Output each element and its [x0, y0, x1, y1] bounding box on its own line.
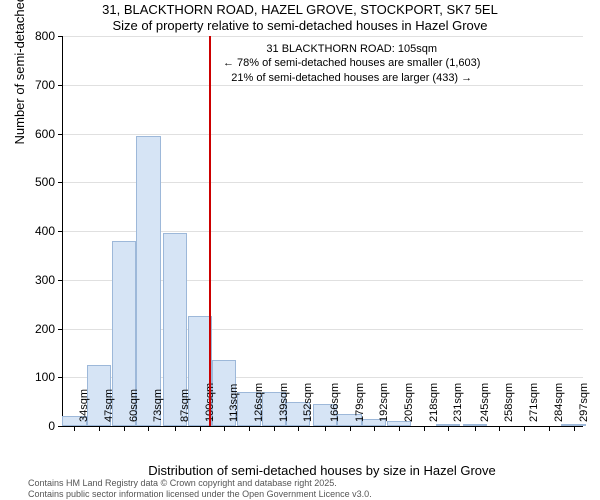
- y-tick: [58, 134, 63, 135]
- plot-area: 010020030040050060070080034sqm47sqm60sqm…: [62, 36, 583, 427]
- x-tick-label: 271sqm: [528, 383, 540, 422]
- x-tick: [200, 426, 201, 431]
- x-axis-title: Distribution of semi-detached houses by …: [62, 463, 582, 478]
- x-tick-label: 113sqm: [228, 384, 240, 422]
- y-tick-label: 600: [35, 127, 55, 141]
- x-tick: [574, 426, 575, 431]
- chart-subtitle: Size of property relative to semi-detach…: [0, 18, 600, 33]
- y-tick-label: 700: [35, 78, 55, 92]
- annotation-line: 31 BLACKTHORN ROAD: 105sqm: [223, 42, 480, 56]
- x-tick-label: 139sqm: [278, 383, 290, 422]
- x-tick-label: 87sqm: [179, 389, 191, 422]
- x-tick: [448, 426, 449, 431]
- grid-line: [63, 85, 583, 86]
- y-axis-title: Number of semi-detached properties: [12, 0, 27, 145]
- chart-title: 31, BLACKTHORN ROAD, HAZEL GROVE, STOCKP…: [0, 2, 600, 17]
- y-tick: [58, 426, 63, 427]
- grid-line: [63, 36, 583, 37]
- x-tick-label: 218sqm: [428, 383, 440, 422]
- x-tick-label: 166sqm: [329, 383, 341, 422]
- x-tick-label: 297sqm: [578, 383, 590, 422]
- x-tick-label: 34sqm: [78, 389, 90, 422]
- x-tick: [224, 426, 225, 431]
- x-tick-label: 126sqm: [253, 383, 265, 422]
- y-tick-label: 100: [35, 370, 55, 384]
- x-tick-label: 152sqm: [302, 383, 314, 422]
- footer-line: Contains HM Land Registry data © Crown c…: [28, 478, 372, 489]
- y-tick: [58, 329, 63, 330]
- x-tick: [249, 426, 250, 431]
- x-tick: [298, 426, 299, 431]
- y-tick: [58, 36, 63, 37]
- x-tick: [74, 426, 75, 431]
- x-tick: [475, 426, 476, 431]
- x-tick-label: 205sqm: [403, 383, 415, 422]
- grid-line: [63, 134, 583, 135]
- y-tick: [58, 377, 63, 378]
- x-tick: [399, 426, 400, 431]
- histogram-bar: [136, 136, 160, 426]
- x-tick: [524, 426, 525, 431]
- x-tick: [424, 426, 425, 431]
- y-tick: [58, 182, 63, 183]
- x-tick: [99, 426, 100, 431]
- x-tick-label: 73sqm: [152, 389, 164, 422]
- x-tick: [549, 426, 550, 431]
- y-tick-label: 800: [35, 29, 55, 43]
- x-tick: [374, 426, 375, 431]
- y-tick-label: 500: [35, 175, 55, 189]
- annotation-line: 21% of semi-detached houses are larger (…: [223, 71, 480, 85]
- reference-line: [209, 36, 211, 426]
- x-tick-label: 179sqm: [354, 383, 366, 422]
- y-tick: [58, 280, 63, 281]
- x-tick: [325, 426, 326, 431]
- chart-container: 31, BLACKTHORN ROAD, HAZEL GROVE, STOCKP…: [0, 0, 600, 500]
- footer-attribution: Contains HM Land Registry data © Crown c…: [28, 478, 372, 500]
- y-tick-label: 0: [48, 419, 55, 433]
- y-tick-label: 400: [35, 224, 55, 238]
- y-tick: [58, 85, 63, 86]
- x-tick: [350, 426, 351, 431]
- footer-line: Contains public sector information licen…: [28, 489, 372, 500]
- x-tick-label: 284sqm: [553, 383, 565, 422]
- y-tick-label: 200: [35, 322, 55, 336]
- x-tick-label: 60sqm: [128, 389, 140, 422]
- annotation-box: 31 BLACKTHORN ROAD: 105sqm ← 78% of semi…: [223, 42, 480, 85]
- x-tick: [148, 426, 149, 431]
- x-tick-label: 245sqm: [479, 383, 491, 422]
- x-tick: [499, 426, 500, 431]
- annotation-line: ← 78% of semi-detached houses are smalle…: [223, 56, 480, 70]
- x-tick-label: 231sqm: [452, 383, 464, 422]
- x-tick-label: 192sqm: [378, 383, 390, 422]
- y-tick-label: 300: [35, 273, 55, 287]
- x-tick: [175, 426, 176, 431]
- x-tick: [124, 426, 125, 431]
- x-tick: [274, 426, 275, 431]
- x-tick-label: 258sqm: [503, 383, 515, 422]
- x-tick-label: 47sqm: [103, 389, 115, 422]
- y-tick: [58, 231, 63, 232]
